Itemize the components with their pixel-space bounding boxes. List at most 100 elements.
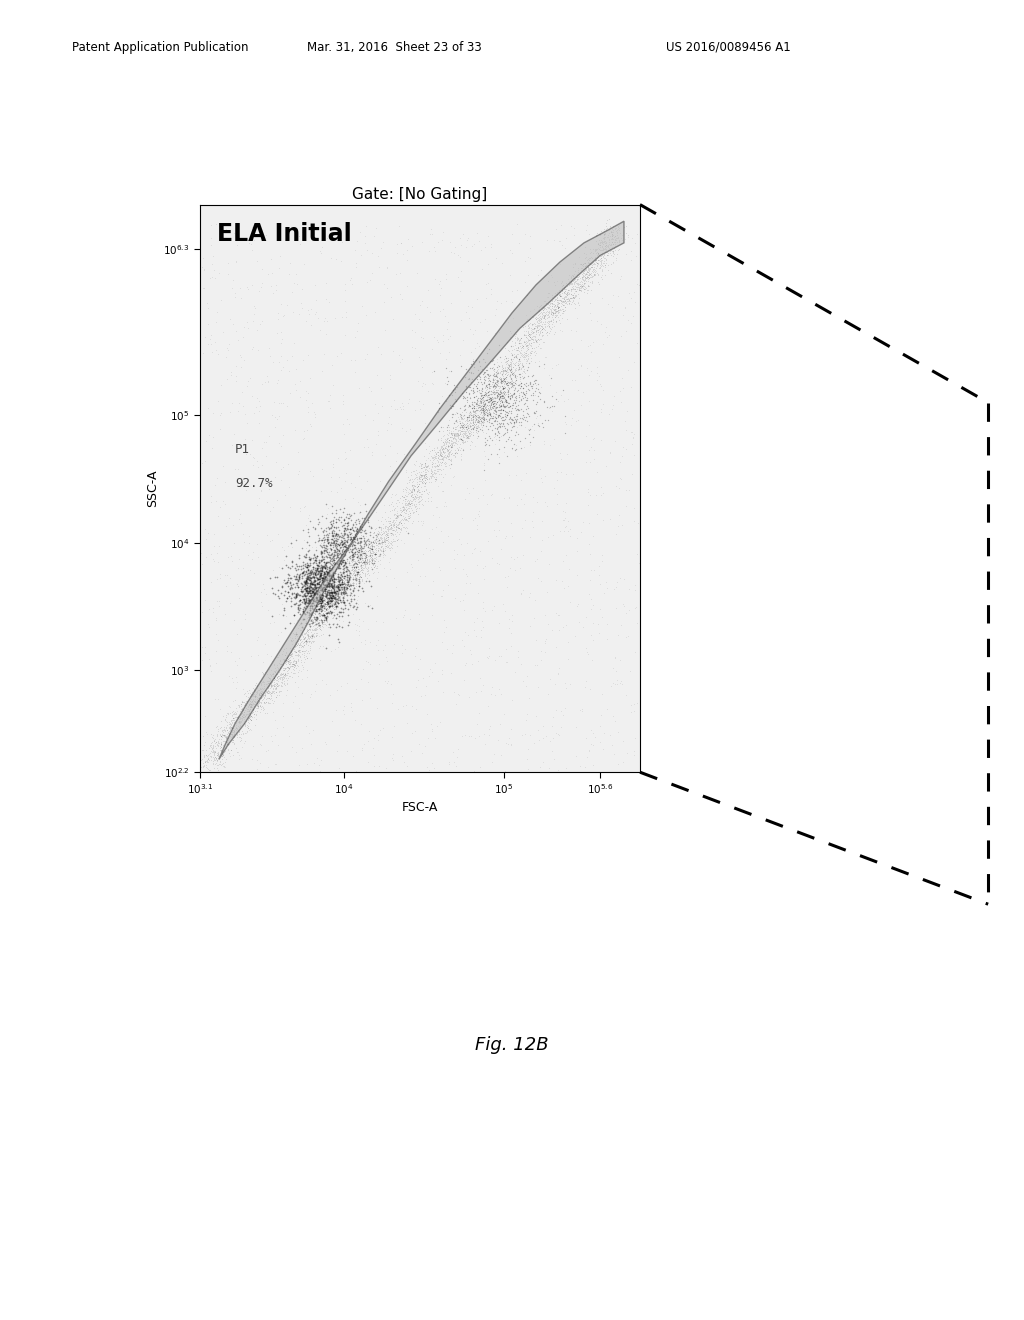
Point bbox=[634, 590, 650, 611]
Point bbox=[388, 508, 404, 529]
Point bbox=[461, 396, 477, 417]
Point bbox=[464, 397, 480, 418]
Point bbox=[380, 517, 396, 539]
Point bbox=[313, 557, 330, 578]
Point bbox=[536, 308, 552, 329]
Point bbox=[328, 594, 344, 615]
Point bbox=[335, 593, 351, 614]
Point bbox=[445, 548, 462, 569]
Point bbox=[458, 572, 474, 593]
Point bbox=[523, 327, 540, 348]
Point bbox=[314, 578, 331, 599]
Point bbox=[591, 564, 607, 585]
Point bbox=[590, 234, 606, 255]
Point bbox=[374, 529, 390, 550]
Point bbox=[297, 582, 313, 603]
Point bbox=[406, 461, 422, 482]
Point bbox=[453, 235, 469, 256]
Point bbox=[523, 322, 540, 343]
Point bbox=[288, 652, 304, 673]
Point bbox=[348, 516, 365, 537]
Point bbox=[497, 405, 513, 426]
Point bbox=[459, 413, 475, 434]
Point bbox=[321, 582, 337, 603]
Point bbox=[312, 603, 329, 624]
Point bbox=[289, 624, 305, 645]
Point bbox=[332, 579, 348, 601]
Point bbox=[365, 548, 381, 569]
Point bbox=[464, 400, 480, 421]
Point bbox=[207, 267, 223, 288]
Point bbox=[354, 581, 371, 602]
Point bbox=[596, 244, 612, 265]
Point bbox=[593, 249, 609, 271]
Point bbox=[590, 247, 606, 268]
Point bbox=[525, 312, 542, 333]
Point bbox=[374, 396, 390, 417]
Point bbox=[447, 417, 464, 438]
Point bbox=[583, 624, 599, 645]
Point bbox=[541, 297, 557, 318]
Point bbox=[327, 544, 343, 565]
Point bbox=[434, 446, 451, 467]
Point bbox=[478, 422, 495, 444]
Point bbox=[312, 599, 329, 620]
Point bbox=[435, 298, 452, 319]
Point bbox=[493, 371, 509, 392]
Point bbox=[334, 516, 350, 537]
Point bbox=[502, 407, 518, 428]
Point bbox=[345, 546, 361, 568]
Point bbox=[279, 656, 295, 677]
Point bbox=[314, 546, 331, 568]
Point bbox=[211, 746, 227, 767]
Point bbox=[318, 599, 335, 620]
Point bbox=[212, 750, 228, 771]
Point bbox=[337, 449, 353, 470]
Point bbox=[361, 553, 378, 574]
Point bbox=[469, 554, 485, 576]
Point bbox=[355, 520, 372, 541]
Point bbox=[573, 268, 590, 289]
Point bbox=[515, 360, 531, 381]
Point bbox=[412, 466, 428, 487]
Point bbox=[321, 603, 337, 624]
Point bbox=[527, 330, 544, 351]
Point bbox=[335, 525, 351, 546]
Point bbox=[450, 442, 466, 463]
Point bbox=[296, 253, 312, 275]
Point bbox=[532, 321, 549, 342]
Point bbox=[309, 525, 326, 546]
Point bbox=[367, 550, 383, 572]
Point bbox=[371, 533, 387, 554]
Point bbox=[418, 676, 434, 697]
Point bbox=[452, 440, 468, 461]
Point bbox=[467, 727, 483, 748]
Point bbox=[322, 593, 338, 614]
Point bbox=[455, 414, 471, 436]
Point bbox=[217, 219, 233, 240]
Point bbox=[214, 723, 230, 744]
Point bbox=[203, 544, 219, 565]
Point bbox=[342, 519, 358, 540]
Point bbox=[522, 327, 539, 348]
Point bbox=[522, 326, 539, 347]
Point bbox=[368, 517, 384, 539]
Point bbox=[500, 385, 516, 407]
Point bbox=[336, 587, 352, 609]
Point bbox=[581, 259, 597, 280]
Point bbox=[295, 619, 311, 640]
Point bbox=[489, 372, 506, 393]
Point bbox=[608, 224, 625, 246]
Point bbox=[468, 408, 484, 429]
Point bbox=[380, 525, 396, 546]
Point bbox=[418, 466, 434, 487]
Point bbox=[353, 552, 370, 573]
Point bbox=[613, 469, 630, 490]
Point bbox=[336, 524, 352, 545]
Point bbox=[369, 568, 385, 589]
Point bbox=[421, 759, 437, 780]
Point bbox=[595, 238, 611, 259]
Point bbox=[479, 388, 496, 409]
Point bbox=[353, 561, 370, 582]
Point bbox=[288, 565, 304, 586]
